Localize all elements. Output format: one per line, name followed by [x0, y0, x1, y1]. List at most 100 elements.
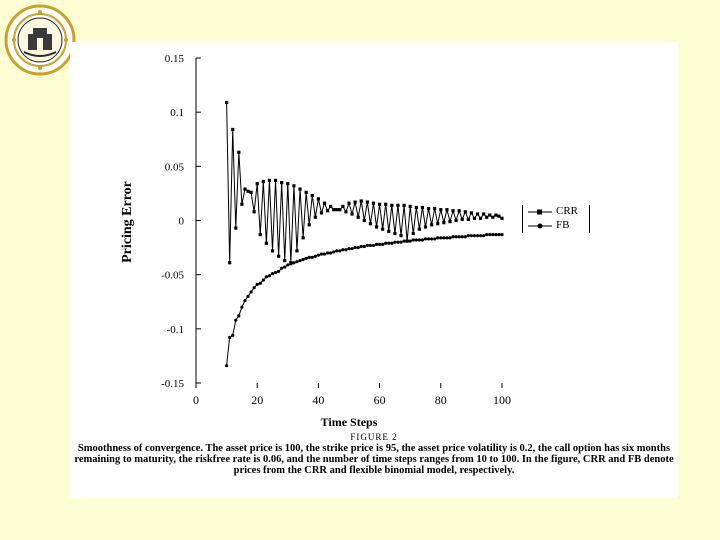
data-point-fb — [344, 248, 348, 252]
data-point-crr — [478, 216, 483, 220]
data-point-crr — [231, 127, 235, 132]
data-point-fb — [237, 314, 241, 318]
x-axis-label: Time Steps — [321, 415, 378, 429]
y-axis-label: Pricing Error — [120, 181, 135, 263]
data-point-fb — [384, 241, 388, 245]
university-seal-logo — [4, 4, 76, 76]
data-point-fb — [414, 238, 418, 242]
data-point-crr — [273, 178, 278, 183]
data-point-fb — [325, 251, 330, 255]
data-point-crr — [319, 211, 324, 215]
data-point-fb — [225, 364, 229, 368]
data-point-crr — [482, 212, 486, 216]
legend-entry-fb: FB — [526, 219, 588, 233]
data-point-crr — [240, 202, 244, 206]
data-point-fb — [307, 255, 311, 259]
data-point-crr — [488, 213, 492, 217]
data-point-crr — [417, 227, 421, 231]
data-point-crr — [491, 215, 495, 219]
data-point-fb — [417, 238, 421, 242]
data-point-fb — [295, 260, 299, 264]
legend-label-crr: CRR — [556, 205, 579, 217]
x-tick-label: 100 — [493, 393, 511, 407]
data-point-crr — [442, 221, 446, 225]
data-point-fb — [405, 239, 409, 243]
data-point-fb — [448, 236, 452, 240]
data-point-fb — [298, 258, 302, 263]
data-point-fb — [430, 237, 434, 241]
data-point-crr — [423, 225, 428, 229]
data-point-crr — [445, 208, 449, 212]
data-point-crr — [475, 212, 480, 216]
data-point-fb — [494, 232, 498, 237]
data-point-fb — [371, 243, 376, 248]
data-point-fb — [482, 234, 486, 238]
data-point-crr — [408, 204, 412, 209]
data-point-crr — [472, 216, 477, 220]
data-point-crr — [304, 190, 308, 194]
data-point-fb — [240, 305, 244, 309]
data-point-fb — [270, 271, 275, 276]
data-point-crr — [426, 206, 431, 211]
chart-legend: CRR FB — [522, 205, 590, 233]
data-point-crr — [356, 215, 360, 219]
data-point-crr — [249, 190, 253, 194]
legend-label-fb: FB — [556, 219, 570, 231]
data-point-fb — [469, 234, 473, 238]
y-tick-label: -0.1 — [167, 324, 184, 336]
figure-label: FIGURE 2 — [350, 432, 398, 442]
x-tick-label: 60 — [374, 393, 386, 407]
x-tick-label: 80 — [435, 393, 447, 407]
data-point-fb — [283, 265, 287, 269]
data-point-fb — [420, 238, 425, 242]
data-point-fb — [359, 244, 363, 249]
data-point-fb — [393, 240, 397, 244]
data-point-crr — [332, 208, 336, 212]
data-point-fb — [368, 243, 373, 248]
data-point-fb — [362, 244, 366, 249]
data-point-crr — [228, 261, 232, 265]
data-point-fb — [353, 245, 357, 250]
data-point-fb — [246, 294, 250, 298]
data-point-crr — [261, 179, 265, 184]
data-point-crr — [350, 212, 354, 216]
data-point-crr — [338, 208, 342, 212]
data-point-crr — [267, 178, 272, 183]
data-point-crr — [387, 229, 391, 233]
data-point-fb — [475, 234, 480, 238]
data-point-crr — [237, 150, 241, 154]
x-tick-label: 20 — [251, 393, 263, 407]
data-point-crr — [313, 215, 317, 219]
data-point-fb — [387, 241, 391, 245]
data-point-fb — [365, 243, 369, 248]
data-point-fb — [451, 235, 455, 239]
data-point-fb — [460, 235, 464, 239]
data-point-crr — [307, 223, 311, 227]
data-point-crr — [390, 203, 394, 207]
data-point-fb — [280, 266, 284, 270]
data-point-fb — [426, 237, 431, 241]
caption-text: Smoothness of convergence. The asset pri… — [74, 443, 674, 476]
data-point-fb — [466, 234, 470, 238]
data-point-crr — [359, 199, 363, 203]
data-point-crr — [420, 205, 425, 210]
y-tick-label: -0.15 — [161, 378, 184, 390]
data-point-crr — [234, 226, 238, 230]
data-point-fb — [350, 247, 354, 251]
data-point-fb — [374, 242, 379, 246]
data-point-fb — [264, 275, 268, 279]
data-point-crr — [368, 222, 373, 226]
data-point-crr — [371, 201, 376, 205]
data-point-fb — [488, 232, 492, 237]
data-point-fb — [319, 252, 324, 256]
data-point-crr — [436, 222, 440, 226]
data-point-fb — [234, 318, 238, 322]
data-point-fb — [457, 235, 461, 239]
legend-swatch-fb — [528, 223, 552, 229]
data-point-fb — [439, 236, 443, 240]
data-point-fb — [304, 256, 308, 261]
data-point-fb — [338, 249, 342, 253]
data-point-crr — [325, 209, 330, 213]
data-point-crr — [378, 202, 382, 206]
